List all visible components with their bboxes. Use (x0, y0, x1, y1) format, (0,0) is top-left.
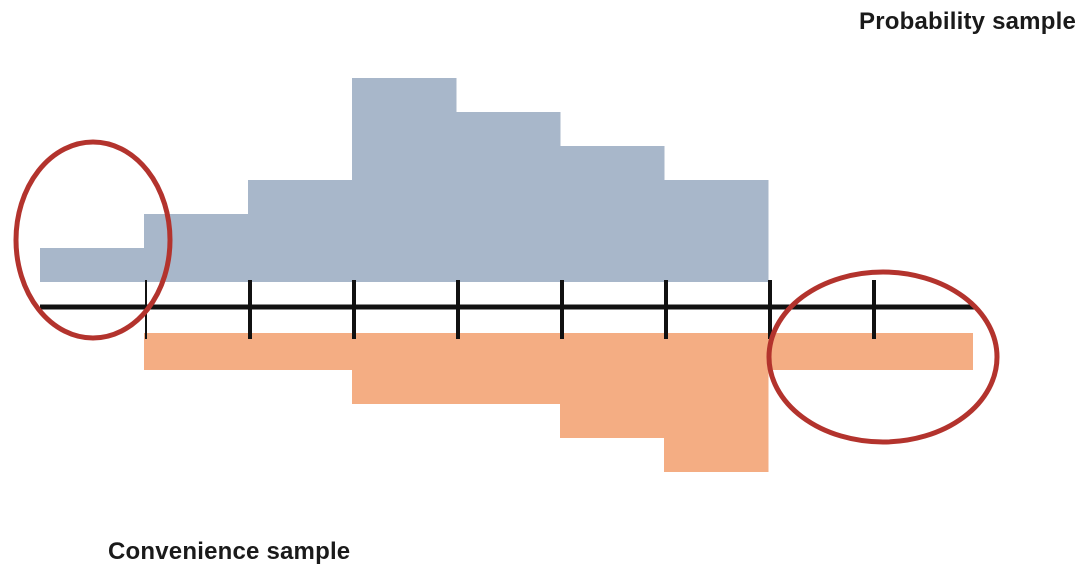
axis (40, 280, 975, 339)
convenience-bar (768, 333, 873, 370)
probability-bar (248, 180, 353, 282)
convenience-bar (872, 333, 973, 370)
convenience-sample-label: Convenience sample (108, 538, 351, 565)
probability-bar (352, 78, 457, 282)
highlight-circles (13, 139, 1000, 445)
convenience-sample-histogram (144, 333, 973, 472)
convenience-bar (664, 333, 769, 472)
convenience-bar (456, 333, 561, 404)
left-highlight-circle (13, 139, 173, 341)
probability-sample-label: Probability sample (859, 8, 1076, 35)
convenience-bar (248, 333, 353, 370)
convenience-bar (560, 333, 665, 438)
probability-bar (664, 180, 769, 282)
probability-bar (456, 112, 561, 282)
probability-sample-histogram (40, 78, 769, 282)
convenience-bar (352, 333, 457, 404)
probability-bar (40, 248, 145, 282)
right-highlight-circle (766, 269, 1000, 445)
convenience-bar (144, 333, 249, 370)
probability-bar (560, 146, 665, 282)
probability-bar (144, 214, 249, 282)
